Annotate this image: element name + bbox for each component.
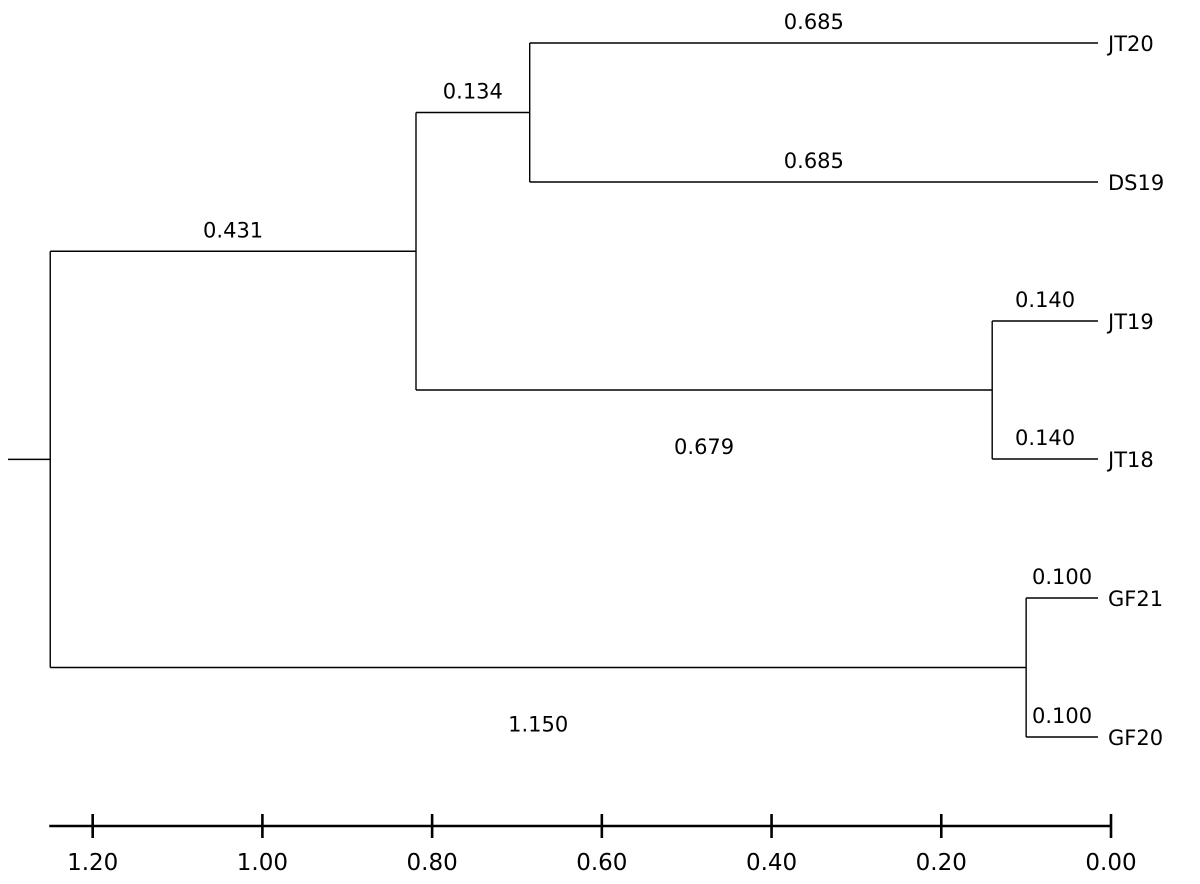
branch-length-GF20: 0.100	[1032, 704, 1092, 728]
leaf-label-GF20: GF20	[1108, 726, 1163, 750]
branch-length-JT19: 0.140	[1015, 288, 1075, 312]
leaf-label-DS19: DS19	[1108, 171, 1164, 195]
axis-tick-label-0.20: 0.20	[916, 850, 967, 876]
branch-length-JT20: 0.685	[784, 10, 844, 34]
axis-tick-label-0.40: 0.40	[746, 850, 797, 876]
leaf-labels: JT20 DS19 JT19 JT18 GF21 GF20	[1106, 32, 1164, 750]
axis-tick-label-1.00: 1.00	[237, 850, 288, 876]
branch-length-n_jt_ds: 0.431	[203, 218, 263, 242]
branches	[8, 42, 1098, 738]
leaf-label-JT18: JT18	[1106, 448, 1154, 472]
leaf-label-JT20: JT20	[1106, 32, 1154, 56]
axis-tick-label-0.80: 0.80	[407, 850, 458, 876]
axis-tick-label-0.60: 0.60	[576, 850, 627, 876]
axis-tick-label-0.00: 0.00	[1085, 850, 1136, 876]
leaf-label-JT19: JT19	[1106, 310, 1154, 334]
branch-length-JT18: 0.140	[1015, 426, 1075, 450]
distance-axis: 1.20 1.00 0.80 0.60 0.40 0.20 0.00	[49, 814, 1137, 876]
branch-length-n_jt20_ds19: 0.134	[443, 80, 503, 104]
branch-length-n_jt19_jt18: 0.679	[674, 435, 734, 459]
branch-length-n_gf: 1.150	[508, 713, 568, 737]
branch-length-DS19: 0.685	[784, 149, 844, 173]
branch-labels: 0.685 0.685 0.134 0.431 0.140 0.140 0.679 0.100…	[203, 10, 1092, 737]
leaf-label-GF21: GF21	[1108, 587, 1163, 611]
branch-length-GF21: 0.100	[1032, 565, 1092, 589]
axis-tick-label-1.20: 1.20	[67, 850, 118, 876]
